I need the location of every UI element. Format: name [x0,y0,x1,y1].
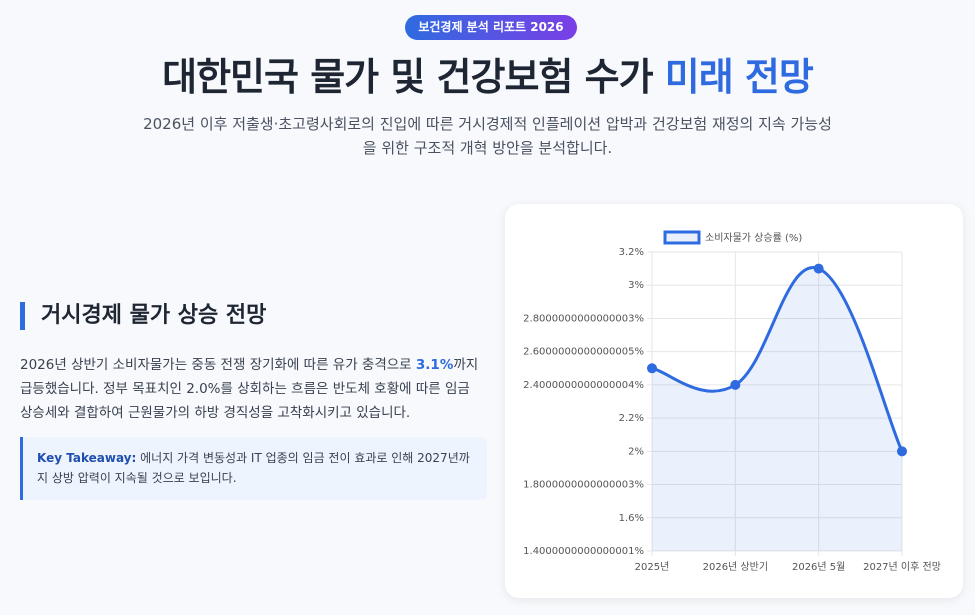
x-tick-label: 2027년 이후 전망 [863,561,941,573]
highlight: 3.1% [415,357,454,373]
page-title: 대한민국 물가 및 건강보험 수가 미래 전망 [0,46,975,101]
y-tick-label: 2% [628,446,644,457]
point [897,446,907,457]
takeaway-text: 에너지 가격 변동성과 IT 업종의 임금 전이 효과로 인해 2027년까지 … [37,451,470,485]
x-tick-label: 2026년 5월 [792,561,845,573]
chart-card: 1.4000000000000001% 1.6% 1.800000000000000… [505,204,963,598]
y-tick-label: 2.4000000000000004% [523,380,644,391]
section-heading: 거시경제 물가 상승 전망 [20,302,266,330]
area [652,267,902,551]
legend-label: 소비자물가 상승률 (%) [705,232,802,244]
badge: 보건경제 분석 리포트 2026 [405,15,577,40]
takeaway-label: Key Takeaway: [37,451,137,465]
y-tick-label: 2.2% [619,413,644,424]
x-tick-label: 2026년 상반기 [703,561,768,573]
y-tick-label: 3.2% [619,247,644,258]
line [651,266,904,452]
y-tick-label: 2.6000000000000005% [523,347,644,358]
takeaway-box: Key Takeaway: 에너지 가격 변동성과 IT 업종의 임금 전이 효… [20,437,487,500]
text: 2026년 상반기 소비자물가는 중동 전쟁 장기화에 따른 유가 충격으로 [20,357,416,373]
y-tick-label: 1.6% [619,513,644,524]
y-tick-label: 3% [628,280,644,291]
paragraph: 2026년 상반기 소비자물가는 중동 전쟁 장기화에 따른 유가 충격으로 3… [20,353,482,425]
x-tick-label: 2025년 [635,561,670,573]
y-tick-label: 1.4000000000000001% [523,546,644,557]
title-highlight: 미래 전망 [664,55,814,99]
subtitle: 2026년 이후 저출생·초고령사회로의 진입에 따른 거시경제적 인플레이션 … [143,115,832,157]
title-text: 대한민국 물가 및 건강보험 수가 [162,55,665,99]
y-tick-label: 1.8000000000000003% [523,480,644,491]
point [730,379,741,390]
text: 까지 급등했습니다. 정부 목표치인 2.0%를 상회하는 흐름은 반도체 호황… [20,357,479,421]
chart: 1.4000000000000001% 1.6% 1.800000000000000… [523,230,941,573]
point [647,363,657,374]
point [813,263,824,274]
legend-swatch [663,230,701,245]
y-tick-label: 2.8000000000000003% [523,313,644,324]
